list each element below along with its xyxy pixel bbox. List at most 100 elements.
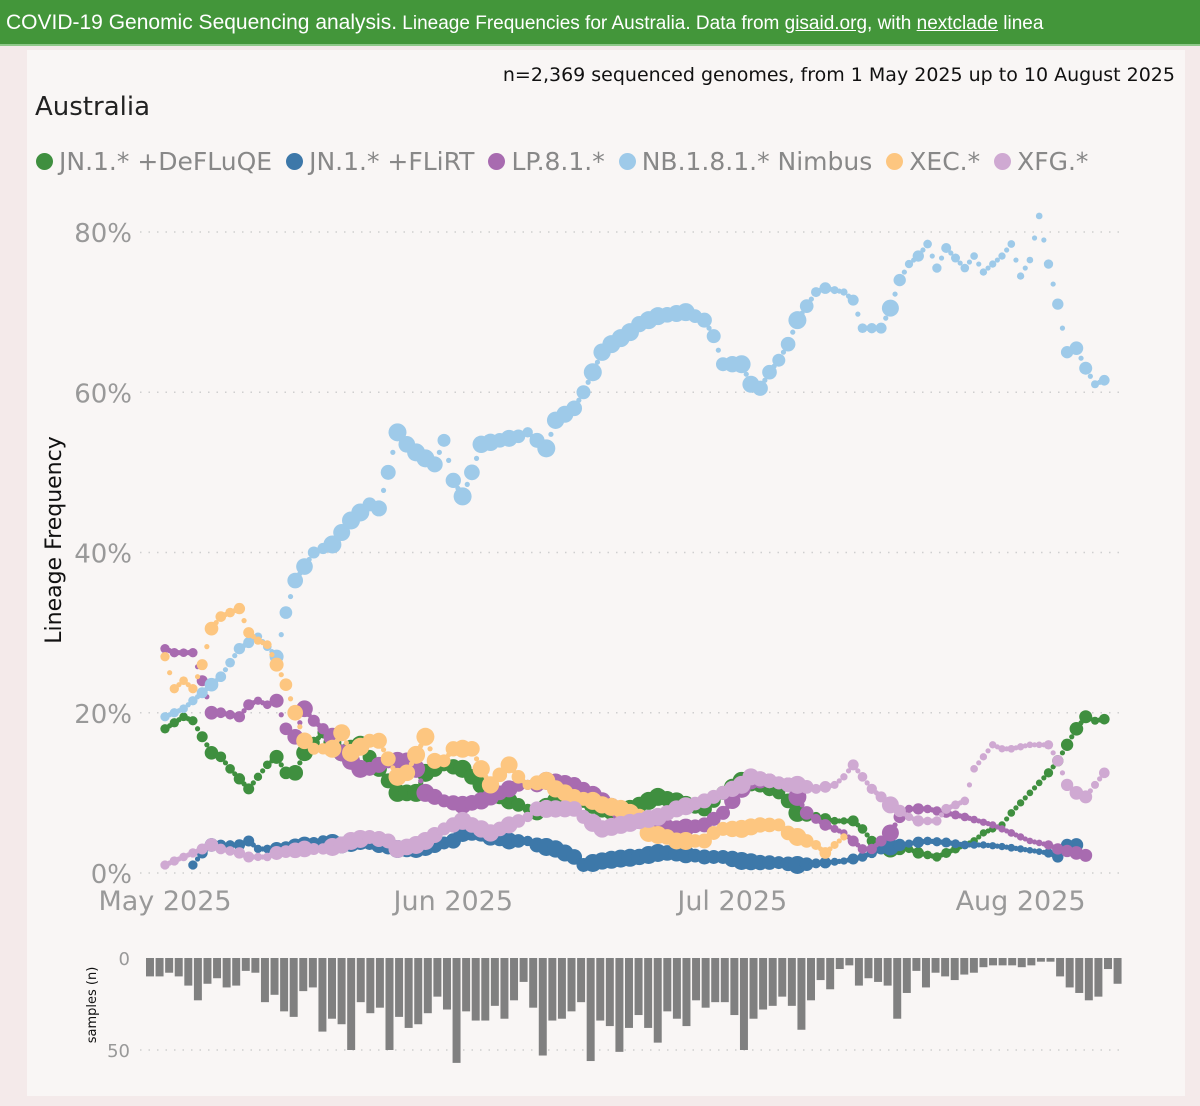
data-point [1059,750,1066,756]
data-point [830,286,839,295]
data-point [188,860,198,870]
data-point [864,780,870,786]
sample-bar [845,958,854,966]
sample-bar [1056,958,1065,977]
legend-item[interactable]: JN.1.* +FLiRT [286,147,474,176]
data-point [416,727,435,746]
x-tick-label: Jun 2025 [392,886,513,917]
data-point [278,712,284,718]
data-point [811,839,821,850]
data-point [1016,799,1025,807]
data-point [1098,713,1110,725]
series-xfg- [160,740,1110,870]
gisaid-link[interactable]: gisaid.org [784,13,868,34]
data-point [167,670,173,676]
sample-bar [289,958,298,1017]
sample-bar [356,958,365,1003]
legend-item[interactable]: JN.1.* +DeFLuQE [36,147,272,176]
data-point [912,803,924,815]
data-point [398,764,416,782]
data-point [979,841,988,849]
legend-item[interactable]: LP.8.1.* [488,147,605,176]
legend-item[interactable]: XEC.* [886,147,980,176]
data-point [923,850,932,860]
data-point [576,397,582,403]
data-point [1004,247,1010,253]
data-point [923,836,932,846]
data-point [1091,716,1099,725]
data-point [278,762,284,768]
data-point [426,456,443,473]
data-point [1043,768,1054,778]
data-point [204,644,210,650]
data-point [194,674,201,680]
data-point [169,647,179,658]
legend-dot-icon [886,153,904,170]
header-tail: linea [997,13,1044,34]
data-point [243,851,255,863]
data-point [278,672,284,678]
data-point [204,705,219,720]
data-point [1007,240,1016,248]
data-point [243,783,255,795]
data-point [998,745,1006,753]
nextclade-link[interactable]: nextclade [916,13,998,34]
data-point [269,749,284,764]
sample-bar [462,958,471,1012]
legend-item[interactable]: XFG.* [994,147,1088,176]
data-point [1031,839,1038,845]
data-point [951,253,960,263]
data-point [418,778,424,784]
data-point [188,647,198,658]
data-point [225,657,235,668]
sample-bar [184,958,193,986]
legend-item[interactable]: NB.1.8.1.* Nimbus [618,147,872,176]
data-point [912,815,924,827]
data-point [840,817,848,825]
sample-bar [280,958,289,1012]
data-point [287,593,294,600]
data-point [1041,237,1047,243]
sample-bar [308,958,317,988]
data-point [830,840,839,849]
sample-bar [385,958,394,1050]
data-point [904,259,914,269]
data-point [892,291,898,297]
data-point [966,782,973,788]
sample-bar [567,958,576,1012]
data-point [932,263,942,273]
data-point [772,353,786,367]
sample-bar [941,958,950,977]
data-point [1050,750,1056,756]
data-point [752,380,768,396]
data-point [976,760,982,766]
sample-bar [989,958,998,966]
sample-bar [864,958,873,979]
data-point [979,753,988,761]
data-point [464,740,480,757]
y-tick-label: 40% [74,540,132,570]
sample-bar [490,958,499,1006]
data-point [250,634,256,640]
data-point [1007,829,1016,837]
data-point [262,844,272,854]
data-point [960,796,970,806]
legend: JN.1.* +DeFLuQE JN.1.* +FLiRT LP.8.1.* NB.1… [36,147,1088,176]
data-point [1079,790,1093,804]
sample-bar [663,958,672,1012]
sample-bar [634,958,643,1016]
data-point [716,805,730,820]
sample-bar [395,958,404,1017]
data-point [857,844,868,854]
data-point [296,558,313,575]
data-point [464,464,480,481]
data-point [799,857,814,872]
data-point [840,773,848,781]
data-point [857,824,868,834]
data-point [1091,780,1099,789]
data-point [196,731,208,743]
data-point [287,704,304,721]
data-point [808,296,814,302]
data-point [160,651,170,662]
data-point [883,315,889,321]
